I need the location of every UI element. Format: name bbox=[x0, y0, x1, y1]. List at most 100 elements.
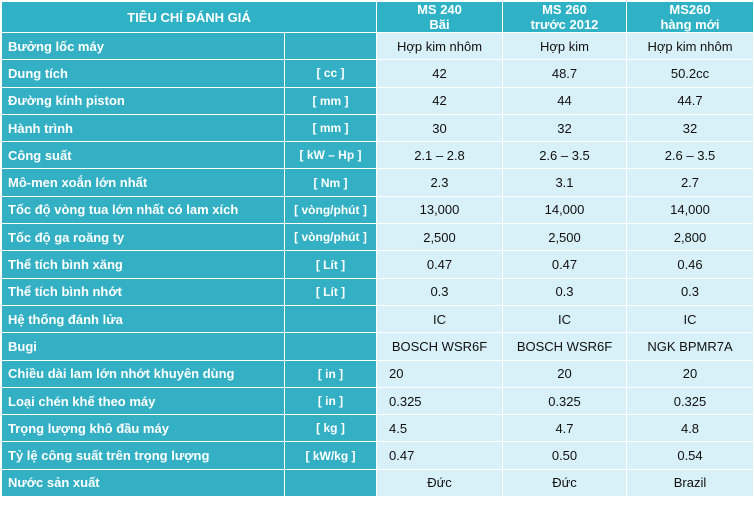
value-cell: 0.47 bbox=[376, 250, 503, 279]
value-cell: Hợp kim nhôm bbox=[626, 31, 754, 61]
model-name: MS 260 bbox=[542, 2, 587, 18]
model-name: MS 240 bbox=[417, 2, 462, 18]
value-cell: IC bbox=[626, 304, 754, 334]
value-cell: IC bbox=[376, 304, 503, 334]
row-label: Tốc độ vòng tua lớn nhất có lam xích bbox=[1, 195, 285, 225]
row-label: Thể tích bình xăng bbox=[1, 250, 285, 279]
value-cell: 2.7 bbox=[626, 168, 754, 197]
row-label: Bugi bbox=[1, 332, 285, 361]
value-cell: 2.3 bbox=[376, 168, 503, 197]
row-label: Trọng lượng khô đầu máy bbox=[1, 414, 285, 443]
value-cell: BOSCH WSR6F bbox=[502, 332, 627, 361]
value-cell: 14,000 bbox=[502, 195, 627, 225]
row-unit bbox=[284, 468, 377, 498]
value-cell: 4.8 bbox=[626, 414, 754, 443]
value-cell: 32 bbox=[502, 113, 627, 143]
table-row: Thể tích bình nhớt[ Lít ] 0.3 0.3 0.3 bbox=[1, 277, 754, 306]
value-cell: 0.3 bbox=[502, 277, 627, 306]
value-cell: 44 bbox=[502, 86, 627, 115]
value-cell: 0.325 bbox=[626, 386, 754, 416]
value-cell: 2.6 – 3.5 bbox=[502, 141, 627, 170]
value-cell: IC bbox=[502, 304, 627, 334]
value-cell: 3.1 bbox=[502, 168, 627, 197]
value-cell: 0.47 bbox=[502, 250, 627, 279]
table-row: Hành trình[ mm ] 30 32 32 bbox=[1, 113, 754, 143]
row-label: Nước sản xuất bbox=[1, 468, 285, 498]
row-unit: [ vòng/phút ] bbox=[284, 195, 377, 225]
value-cell: 2,500 bbox=[502, 223, 627, 252]
table-row: Bưởng lốc máy Hợp kim nhôm Hợp kim Hợp kim … bbox=[1, 31, 754, 61]
row-unit: [ in ] bbox=[284, 386, 377, 416]
value-cell: 20 bbox=[626, 359, 754, 388]
value-cell: 2,800 bbox=[626, 223, 754, 252]
value-cell: 44.7 bbox=[626, 86, 754, 115]
table-row: Công suất[ kW – Hp ] 2.1 – 2.8 2.6 – 3.5 2.… bbox=[1, 141, 754, 170]
model-header-ms260-old: MS 260 trước 2012 bbox=[502, 1, 627, 33]
table-row: Hệ thống đánh lửa IC IC IC bbox=[1, 304, 754, 334]
table-row: Mô-men xoắn lớn nhất[ Nm ] 2.3 3.1 2.7 bbox=[1, 168, 754, 197]
row-unit bbox=[284, 304, 377, 334]
criteria-header: TIÊU CHÍ ĐÁNH GIÁ bbox=[1, 1, 377, 33]
value-cell: NGK BPMR7A bbox=[626, 332, 754, 361]
table-row: Trọng lượng khô đầu máy[ kg ] 4.5 4.7 4.8 bbox=[1, 414, 754, 443]
value-cell: 20 bbox=[376, 359, 503, 388]
value-cell: 20 bbox=[502, 359, 627, 388]
value-cell: 2.1 – 2.8 bbox=[376, 141, 503, 170]
row-label: Đường kính piston bbox=[1, 86, 285, 115]
row-unit: [ mm ] bbox=[284, 113, 377, 143]
row-label: Hành trình bbox=[1, 113, 285, 143]
row-label: Mô-men xoắn lớn nhất bbox=[1, 168, 285, 197]
row-unit: [ mm ] bbox=[284, 86, 377, 115]
row-label: Tốc độ ga roăng ty bbox=[1, 223, 285, 252]
value-cell: Hợp kim bbox=[502, 31, 627, 61]
row-label: Loại chén khế theo máy bbox=[1, 386, 285, 416]
value-cell: Đức bbox=[502, 468, 627, 498]
header-row: TIÊU CHÍ ĐÁNH GIÁ MS 240 Bãi MS 260 trướ… bbox=[1, 1, 754, 33]
value-cell: 32 bbox=[626, 113, 754, 143]
table-row: Tốc độ ga roăng ty[ vòng/phút ] 2,500 2,50… bbox=[1, 223, 754, 252]
row-label: Thể tích bình nhớt bbox=[1, 277, 285, 306]
value-cell: 0.3 bbox=[626, 277, 754, 306]
model-name: MS260 bbox=[669, 2, 711, 18]
value-cell: 48.7 bbox=[502, 59, 627, 88]
spec-comparison-table: TIÊU CHÍ ĐÁNH GIÁ MS 240 Bãi MS 260 trướ… bbox=[1, 1, 754, 498]
model-header-ms260-new: MS260 hàng mới bbox=[626, 1, 754, 33]
value-cell: 4.7 bbox=[502, 414, 627, 443]
value-cell: 42 bbox=[376, 59, 503, 88]
row-label: Chiều dài lam lớn nhớt khuyên dùng bbox=[1, 359, 285, 388]
row-unit: [ kW – Hp ] bbox=[284, 141, 377, 170]
row-label: Công suất bbox=[1, 141, 285, 170]
spec-body: Bưởng lốc máy Hợp kim nhôm Hợp kim Hợp kim … bbox=[1, 31, 754, 498]
table-row: Đường kính piston[ mm ] 42 44 44.7 bbox=[1, 86, 754, 115]
value-cell: Đức bbox=[376, 468, 503, 498]
row-unit: [ kW/kg ] bbox=[284, 441, 377, 470]
table-row: Bugi BOSCH WSR6F BOSCH WSR6F NGK BPMR7A bbox=[1, 332, 754, 361]
table-row: Thể tích bình xăng[ Lít ] 0.47 0.47 0.46 bbox=[1, 250, 754, 279]
table-row: Dung tích[ cc ] 42 48.7 50.2cc bbox=[1, 59, 754, 88]
row-unit: [ Lít ] bbox=[284, 250, 377, 279]
row-unit bbox=[284, 31, 377, 61]
value-cell: BOSCH WSR6F bbox=[376, 332, 503, 361]
row-unit: [ Nm ] bbox=[284, 168, 377, 197]
table-row: Loại chén khế theo máy[ in ] 0.325 0.325 0.… bbox=[1, 386, 754, 416]
row-unit bbox=[284, 332, 377, 361]
value-cell: Brazil bbox=[626, 468, 754, 498]
value-cell: 14,000 bbox=[626, 195, 754, 225]
row-unit: [ cc ] bbox=[284, 59, 377, 88]
table-row: Chiều dài lam lớn nhớt khuyên dùng[ in ]… bbox=[1, 359, 754, 388]
value-cell: 2.6 – 3.5 bbox=[626, 141, 754, 170]
value-cell: Hợp kim nhôm bbox=[376, 31, 503, 61]
value-cell: 2,500 bbox=[376, 223, 503, 252]
table-row: Tốc độ vòng tua lớn nhất có lam xích[ vò… bbox=[1, 195, 754, 225]
table-row: Nước sản xuất Đức Đức Brazil bbox=[1, 468, 754, 498]
row-label: Hệ thống đánh lửa bbox=[1, 304, 285, 334]
value-cell: 0.54 bbox=[626, 441, 754, 470]
row-unit: [ kg ] bbox=[284, 414, 377, 443]
row-unit: [ vòng/phút ] bbox=[284, 223, 377, 252]
table-row: Tỷ lệ công suất trên trọng lượng[ kW/kg … bbox=[1, 441, 754, 470]
row-label: Bưởng lốc máy bbox=[1, 31, 285, 61]
model-note: trước 2012 bbox=[530, 17, 599, 32]
value-cell: 42 bbox=[376, 86, 503, 115]
model-note: Bãi bbox=[429, 17, 450, 32]
value-cell: 0.3 bbox=[376, 277, 503, 306]
